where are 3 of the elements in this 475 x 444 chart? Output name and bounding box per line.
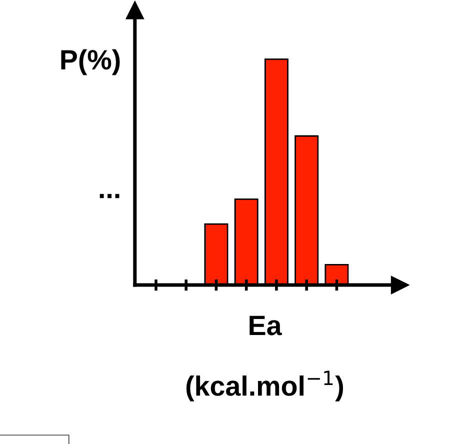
y-axis-title: P(%) — [61, 49, 120, 76]
text: ... — [100, 194, 120, 198]
text: Ea (kcal.mol$^{−1}$) — [186, 316, 344, 402]
